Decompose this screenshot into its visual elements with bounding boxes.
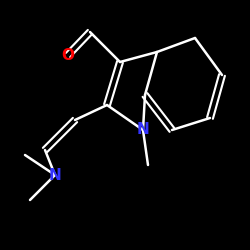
Text: N: N (48, 168, 62, 182)
Text: O: O (62, 48, 74, 62)
Text: N: N (136, 122, 149, 138)
